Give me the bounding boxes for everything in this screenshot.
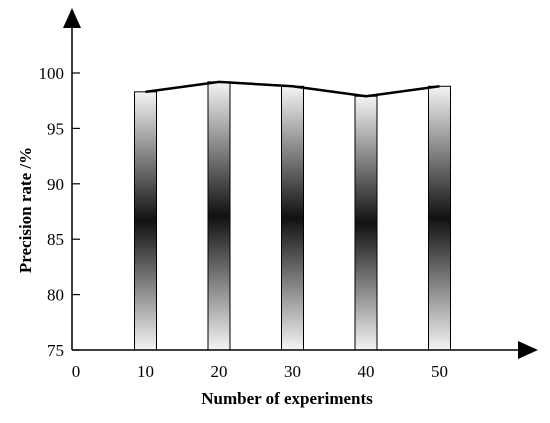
- y-tick-label: 90: [47, 175, 64, 194]
- bar-30: [281, 85, 304, 351]
- y-axis-label: Precision rate /%: [16, 147, 35, 273]
- x-tick-label: 40: [358, 362, 375, 381]
- bars: [134, 81, 451, 351]
- trend-line-layer: [145, 80, 440, 98]
- x-tick-label: 30: [284, 362, 301, 381]
- x-ticks: 10 20 30 40 50: [137, 362, 448, 381]
- y-tick-label: 95: [47, 119, 64, 138]
- y-tick-label: 85: [47, 230, 64, 249]
- y-tick-label: 80: [47, 286, 64, 305]
- y-tick-label: 100: [39, 64, 65, 83]
- x-tick-label: 50: [431, 362, 448, 381]
- y-tick-label: 75: [47, 341, 64, 360]
- bar-10: [134, 91, 157, 351]
- y-axis-arrow: [63, 8, 81, 28]
- trend-line: [145, 80, 440, 98]
- x-axis-arrow: [518, 341, 538, 359]
- x-tick-label: 20: [211, 362, 228, 381]
- y-ticks: 75 80 85 90 95 100: [39, 64, 80, 360]
- bar-40: [354, 95, 378, 351]
- x-origin-label: 0: [72, 362, 81, 381]
- bar-20: [207, 81, 231, 351]
- bar-50: [428, 85, 451, 351]
- x-axis-label: Number of experiments: [201, 389, 373, 408]
- x-tick-label: 10: [137, 362, 154, 381]
